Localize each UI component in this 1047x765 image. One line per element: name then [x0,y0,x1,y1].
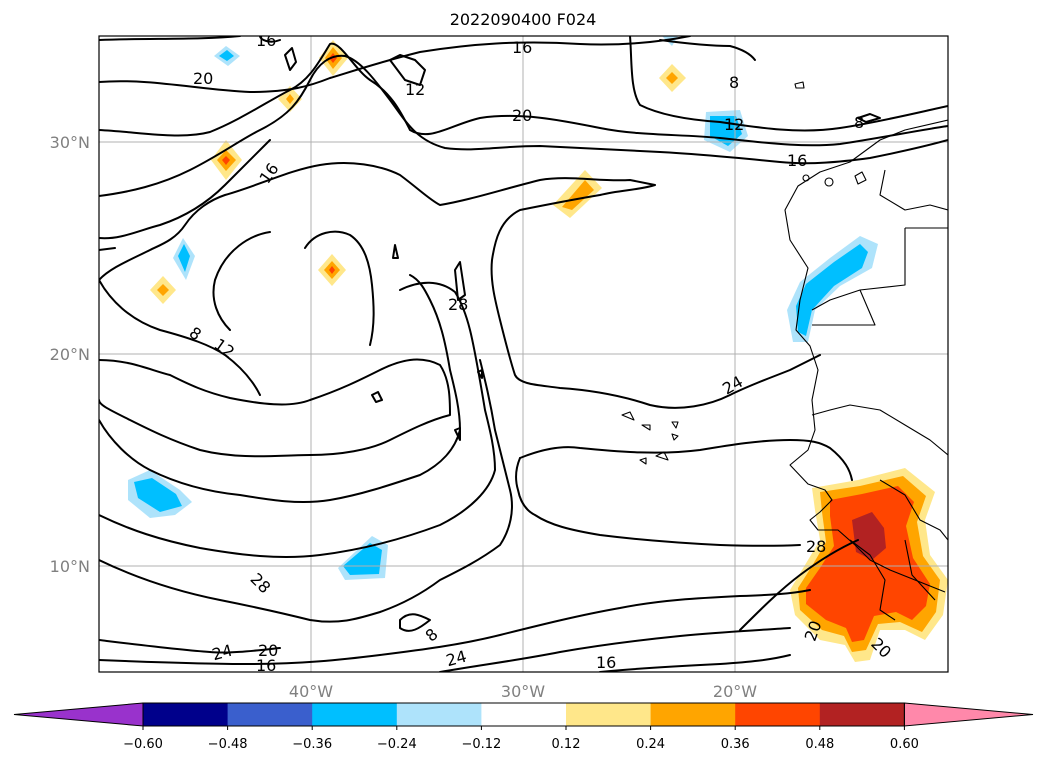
map-title: 2022090400 F024 [450,10,597,29]
colorbar-tick-label: 0.12 [552,737,581,752]
colorbar-tick-label: −0.36 [292,737,332,752]
contour-label: 12 [724,115,744,134]
island-3 [854,171,867,185]
shade-diamond-4-o [286,94,294,104]
contour-lines [99,36,948,672]
shade-diamond-2-r [329,266,335,274]
contour-label: 12 [405,80,425,99]
border-4 [879,479,948,541]
contour-label: 8 [854,113,864,132]
colorbar-tick-label: −0.12 [461,737,501,752]
shade-blob-blue-2 [178,244,190,272]
colorbar-segment [396,703,482,726]
contour-label: 16 [787,151,807,170]
colorbar-segment [566,703,652,726]
shade-w-blue [134,478,182,512]
coastlines [621,81,948,621]
contour-label: 20 [193,69,213,88]
contour-label: 24 [444,647,469,671]
colorbar-segment [650,703,736,726]
lat-label-10n: 10°N [50,557,90,576]
lon-label-20w: 20°W [713,682,757,701]
colorbar-tick-label: −0.48 [208,737,248,752]
graticule [99,36,948,672]
contour-label: 16 [256,656,276,675]
shade-africa-red-orange [806,486,930,642]
island-4 [794,81,805,89]
island-5 [621,411,679,465]
contour-label: 20 [512,106,532,125]
contour-label: 28 [806,537,826,556]
shade-top-blue [219,50,234,61]
colorbar-tick-label: 0.48 [805,737,834,752]
contour-label: 20 [258,641,278,660]
contour-label: 8 [729,73,739,92]
colorbar-tick-label: −0.60 [123,737,163,752]
colorbar-segment [143,703,229,726]
island-1 [824,177,834,187]
colorbar-segment [227,703,313,726]
border-2 [879,169,948,211]
lon-label-30w: 30°W [501,682,545,701]
colorbar: −0.60 −0.48 −0.36 −0.24 −0.12 0.12 0.24 0.36 0.4… [13,702,1034,752]
lat-label-30n: 30°N [50,133,90,152]
contour-label: 24 [210,641,235,665]
colorbar-tick-label: 0.24 [636,737,665,752]
shade-diamond-7-o [562,180,594,210]
colorbar-segment [481,703,567,726]
shade-canary-blue [796,244,868,336]
contour-label: 28 [448,295,468,314]
border-3 [811,404,948,456]
lat-label-20n: 20°N [50,345,90,364]
colorbar-segment [819,703,905,726]
island-2 [802,174,810,182]
border-5 [849,539,896,621]
lon-label-40w: 40°W [289,682,333,701]
border-1 [811,227,948,326]
colorbar-tick-label: 0.36 [721,737,750,752]
shade-diamond-5-o [157,284,169,296]
colorbar-tick-label: 0.60 [890,737,919,752]
colorbar-segment [312,703,398,726]
shade-s-blue [343,543,382,575]
shade-diamond-1-r [222,156,230,165]
border-6 [904,539,936,601]
plot-frame [98,35,949,673]
contour-label: 16 [512,38,532,57]
shade-diamond-6-o [666,72,678,84]
colorbar-segment [735,703,821,726]
colorbar-outline [142,702,905,727]
contour-label: 16 [256,31,276,50]
contour-label: 16 [596,653,616,672]
colorbar-tick-label: −0.24 [377,737,417,752]
